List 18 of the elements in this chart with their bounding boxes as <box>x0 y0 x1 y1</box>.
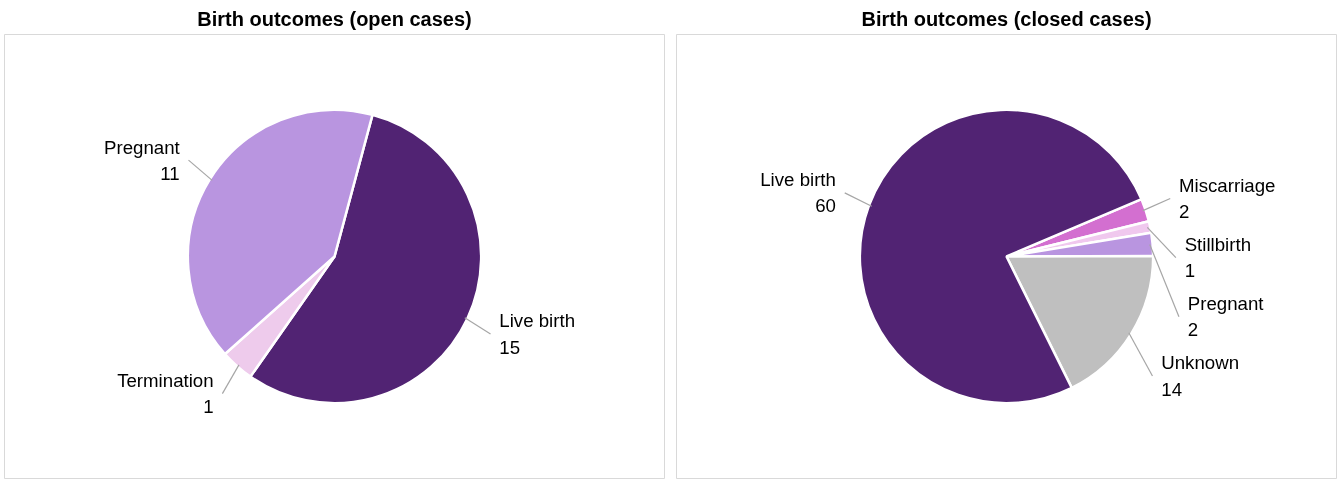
chart-title: Birth outcomes (closed cases) <box>861 7 1152 30</box>
slice-label: Pregnant <box>1187 293 1265 315</box>
slice-label: Live birth <box>499 310 576 332</box>
slice-label: Unknown <box>1161 352 1240 374</box>
data-label: 60 <box>815 195 836 217</box>
chart-title: Birth outcomes (open cases) <box>197 7 472 30</box>
data-label: 15 <box>499 336 521 358</box>
slice-label: Live birth <box>760 169 836 191</box>
slice-label: Miscarriage <box>1179 174 1276 196</box>
data-label: 11 <box>160 162 180 184</box>
slice-label: Pregnant <box>103 136 181 158</box>
data-label: 2 <box>1187 319 1199 341</box>
slice-label: Termination <box>117 369 214 391</box>
data-label: 1 <box>1184 260 1196 282</box>
data-label: 2 <box>1179 201 1190 223</box>
data-label: 14 <box>1161 378 1183 400</box>
slice-label: Stillbirth <box>1184 234 1252 256</box>
data-label: 1 <box>203 396 214 418</box>
